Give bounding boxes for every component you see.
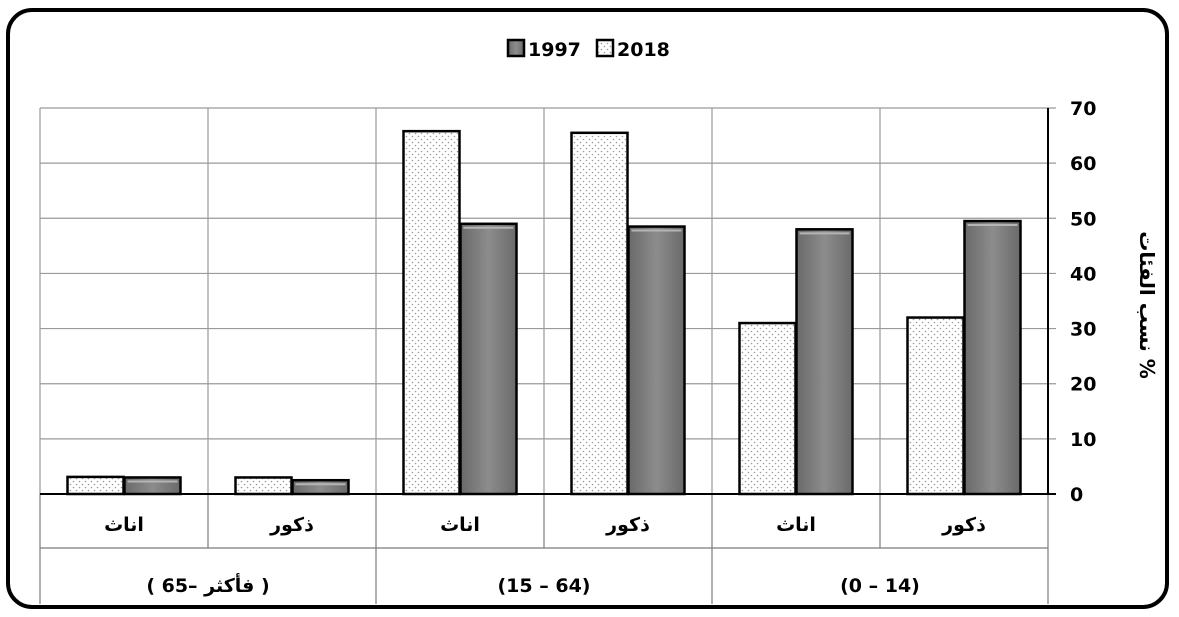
y-tick-label: 40 — [1070, 263, 1096, 285]
bar-1997 — [459, 222, 518, 496]
bar-1997 — [123, 476, 182, 496]
category-label: ذكور — [269, 514, 314, 536]
y-axis-ticks: 0 10 20 30 40 50 60 70 — [1070, 98, 1096, 506]
y-tick-label: 70 — [1070, 98, 1096, 120]
bar-2018 — [234, 476, 293, 496]
y-tick-label: 50 — [1070, 208, 1096, 230]
y-tick-label: 20 — [1070, 374, 1096, 396]
y-tick-label: 60 — [1070, 153, 1096, 175]
category-label: اناث — [776, 514, 816, 536]
legend-swatch-2018 — [595, 38, 615, 58]
category-label: اناث — [104, 514, 144, 536]
legend-label-1997: 1997 — [528, 39, 581, 61]
bar-2018 — [906, 316, 965, 496]
legend-label-2018: 2018 — [617, 39, 670, 61]
group-label: (15 – 64) — [498, 575, 591, 597]
chart-frame — [6, 8, 1169, 609]
category-label: ذكور — [941, 514, 986, 536]
category-labels: ذكور اناث ذكور اناث ذكور اناث — [104, 514, 986, 536]
bar-1997 — [795, 228, 854, 496]
bar-2018 — [66, 475, 125, 496]
legend-swatch-1997 — [506, 38, 526, 58]
y-tick-label: 30 — [1070, 319, 1096, 341]
bar-2018 — [402, 129, 461, 496]
group-labels: (0 – 14) (15 – 64) ( 65– فأكثر ) — [146, 573, 920, 597]
category-label: ذكور — [605, 514, 650, 536]
bar-1997 — [291, 478, 350, 496]
bar-1997 — [963, 219, 1022, 496]
y-tick-label: 0 — [1070, 484, 1083, 506]
group-label: ( 65– فأكثر ) — [146, 573, 269, 597]
bar-2018 — [738, 321, 797, 496]
bars — [66, 129, 1022, 496]
category-label: اناث — [440, 514, 480, 536]
bar-2018 — [570, 131, 629, 496]
group-label: (0 – 14) — [840, 575, 920, 597]
legend: 1997 2018 — [506, 38, 670, 61]
bar-1997 — [627, 225, 686, 496]
y-tick-label: 10 — [1070, 429, 1096, 451]
grid — [39, 107, 1056, 604]
y-axis-title: نسب الفئات % — [1135, 231, 1159, 379]
